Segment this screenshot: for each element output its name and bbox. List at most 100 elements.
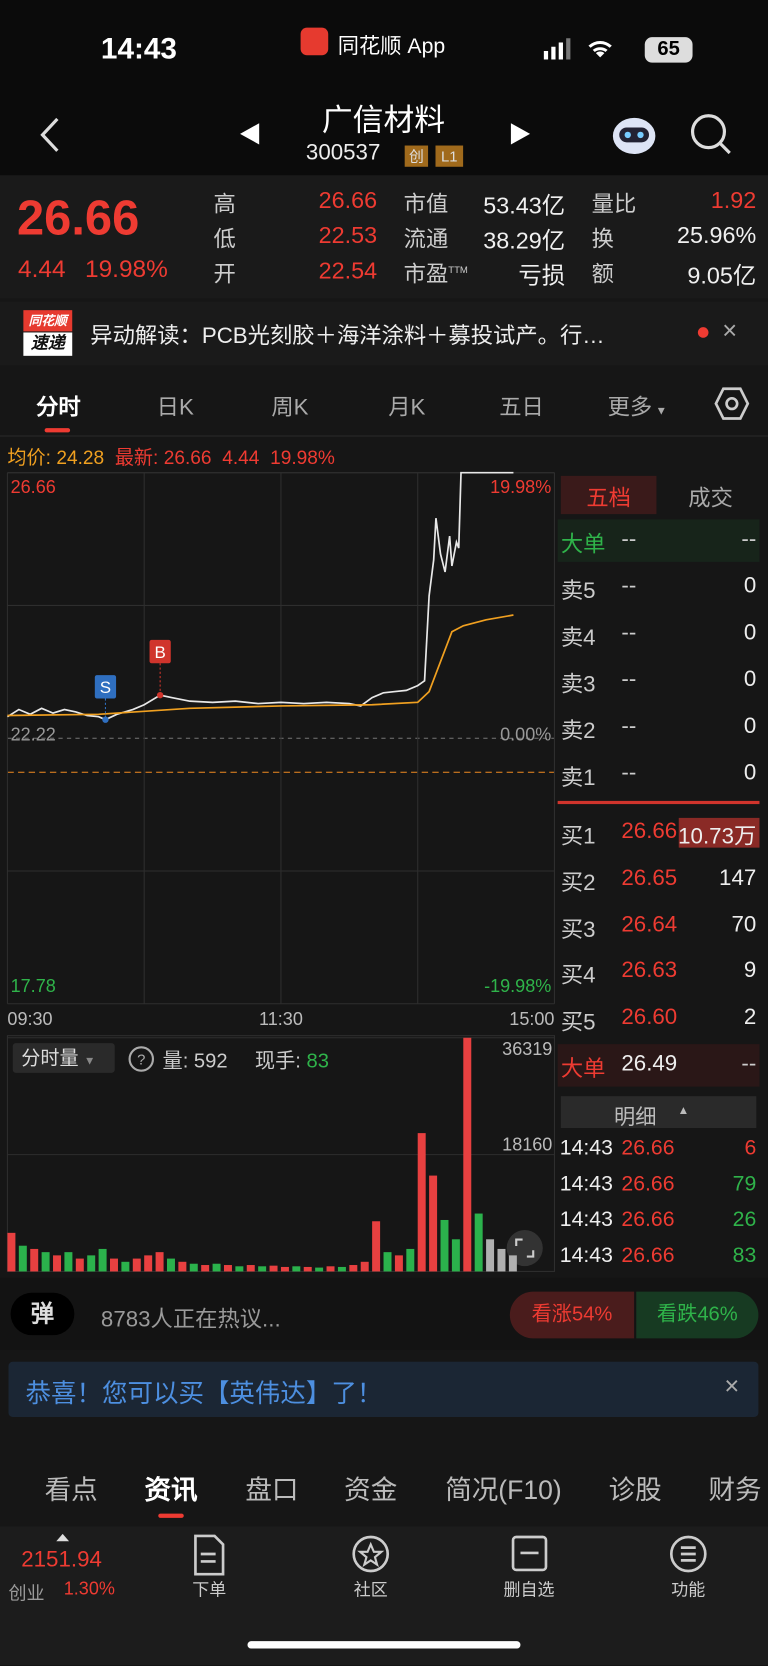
trade-price: 26.66 <box>621 1208 675 1232</box>
volume-selector[interactable]: 分时量 ▼ <box>12 1043 115 1073</box>
danmu-icon[interactable]: 弹 <box>10 1292 75 1336</box>
volume-bar <box>41 1252 50 1272</box>
help-icon[interactable]: ? <box>128 1046 155 1072</box>
book-label: 买2 <box>560 870 596 896</box>
bottom-tab[interactable]: 盘口 <box>245 1475 299 1506</box>
nav-item[interactable]: 删自选 <box>503 1581 555 1600</box>
book-volume: 0 <box>743 760 757 785</box>
book-price: -- <box>621 526 637 552</box>
tab[interactable]: 周K <box>271 395 309 420</box>
banner-close[interactable]: × <box>724 1372 740 1402</box>
settings-icon[interactable] <box>714 387 750 421</box>
volume-bar <box>98 1248 107 1272</box>
volume-bar <box>212 1263 221 1272</box>
bottom-tab[interactable]: 资金 <box>344 1475 398 1506</box>
volume-bar <box>132 1258 141 1272</box>
book-price: 26.66 <box>621 818 678 844</box>
book-volume: 0 <box>743 620 757 645</box>
tab[interactable]: 五日 <box>499 395 544 420</box>
bull-button[interactable]: 看涨54% <box>509 1291 635 1339</box>
bear-button[interactable]: 看跌46% <box>636 1291 759 1339</box>
index-value: 2151.94 <box>21 1547 102 1573</box>
stat-label: 量比 <box>591 192 637 217</box>
trade-time: 14:43 <box>559 1136 613 1160</box>
book-label: 卖3 <box>560 672 596 697</box>
tab[interactable]: 月K <box>388 395 426 420</box>
bottom-tab[interactable]: 诊股 <box>608 1475 662 1506</box>
bottom-tab[interactable]: 简况(F10) <box>445 1475 562 1506</box>
y-tick-label: 18160 <box>502 1134 552 1154</box>
app-logo <box>300 27 329 56</box>
trade-volume: 26 <box>732 1208 757 1232</box>
nav-item[interactable]: 社区 <box>353 1581 388 1600</box>
tab[interactable]: 分时 <box>36 395 81 420</box>
volume-bar <box>75 1258 84 1272</box>
book-volume: -- <box>741 526 757 552</box>
volume-bar <box>7 1232 16 1272</box>
volume-bar <box>53 1255 61 1272</box>
bottom-tab[interactable]: 看点 <box>44 1475 98 1506</box>
book-volume: 10.73万 <box>678 824 757 849</box>
volume-bar <box>166 1258 175 1272</box>
y-tick-label: 22.22 <box>11 724 56 744</box>
marker-label: B <box>154 643 165 662</box>
nav-item[interactable]: 下单 <box>192 1581 227 1600</box>
tab-bar <box>0 371 768 437</box>
price-change-pct: 19.98% <box>84 254 168 283</box>
index-change: 1.30% <box>63 1578 115 1599</box>
volume-label: 量: <box>162 1050 189 1073</box>
nav-item[interactable]: 功能 <box>671 1581 706 1600</box>
stat-label: 额 <box>591 262 614 287</box>
marker-label: S <box>100 678 111 697</box>
book-label: 买3 <box>560 917 596 942</box>
y-tick-label: 36319 <box>502 1039 552 1059</box>
price-line <box>6 471 514 721</box>
order-tab[interactable]: 成交 <box>688 486 733 511</box>
volume-bar <box>121 1261 130 1272</box>
latest-label: 最新: <box>114 447 159 469</box>
bottom-tab[interactable]: 资讯 <box>144 1475 198 1506</box>
big-sell-bg <box>557 519 760 562</box>
volume-bar <box>235 1266 244 1272</box>
x-tick-label: 11:30 <box>259 1009 303 1029</box>
order-tab-active-bg <box>560 475 657 515</box>
volume-bar <box>349 1265 358 1272</box>
news-close[interactable]: × <box>722 316 738 346</box>
marker-dot <box>102 716 109 723</box>
book-price: -- <box>621 667 637 692</box>
info-line: 均价: 24.28 最新: 26.66 4.44 19.98% <box>7 443 334 471</box>
y2-tick-label: 0.00% <box>500 724 551 744</box>
tab[interactable]: 更多 ▼ <box>607 395 668 420</box>
tab[interactable]: 日K <box>156 395 194 420</box>
quote-bg <box>0 175 768 299</box>
order-tab[interactable]: 五档 <box>586 486 631 511</box>
book-volume: 0 <box>743 667 757 692</box>
book-price: -- <box>621 713 637 739</box>
bottom-tab[interactable]: 财务 <box>708 1475 762 1506</box>
y2-tick-label: -19.98% <box>484 976 551 996</box>
detail-label[interactable]: 明细 <box>613 1105 657 1130</box>
book-label: 大单 <box>560 1056 606 1082</box>
volume-bar <box>155 1252 164 1272</box>
volume-bar <box>110 1258 118 1272</box>
volume-bar <box>223 1265 232 1272</box>
banner[interactable] <box>8 1361 759 1417</box>
signal-icons <box>543 38 612 60</box>
bottom-tab-underline <box>158 1513 184 1518</box>
trade-price: 26.66 <box>621 1243 675 1268</box>
stat-label-sup: TTM <box>448 264 468 276</box>
book-label: 卖1 <box>560 765 596 791</box>
expand-glyph <box>515 1238 535 1258</box>
news-bar[interactable] <box>0 301 768 366</box>
volume-bar <box>474 1213 483 1272</box>
stat-label: 换 <box>591 227 614 252</box>
app-name: 同花顺 App <box>337 35 446 59</box>
stat-value: 38.29亿 <box>483 227 566 254</box>
book-price: 26.65 <box>621 865 678 890</box>
stat-value: 26.66 <box>318 186 378 214</box>
book-price: 26.64 <box>621 911 678 937</box>
book-volume: 0 <box>743 713 757 739</box>
header-icons[interactable] <box>0 96 768 176</box>
sentiment-text: 8783人正在热议... <box>100 1307 281 1332</box>
